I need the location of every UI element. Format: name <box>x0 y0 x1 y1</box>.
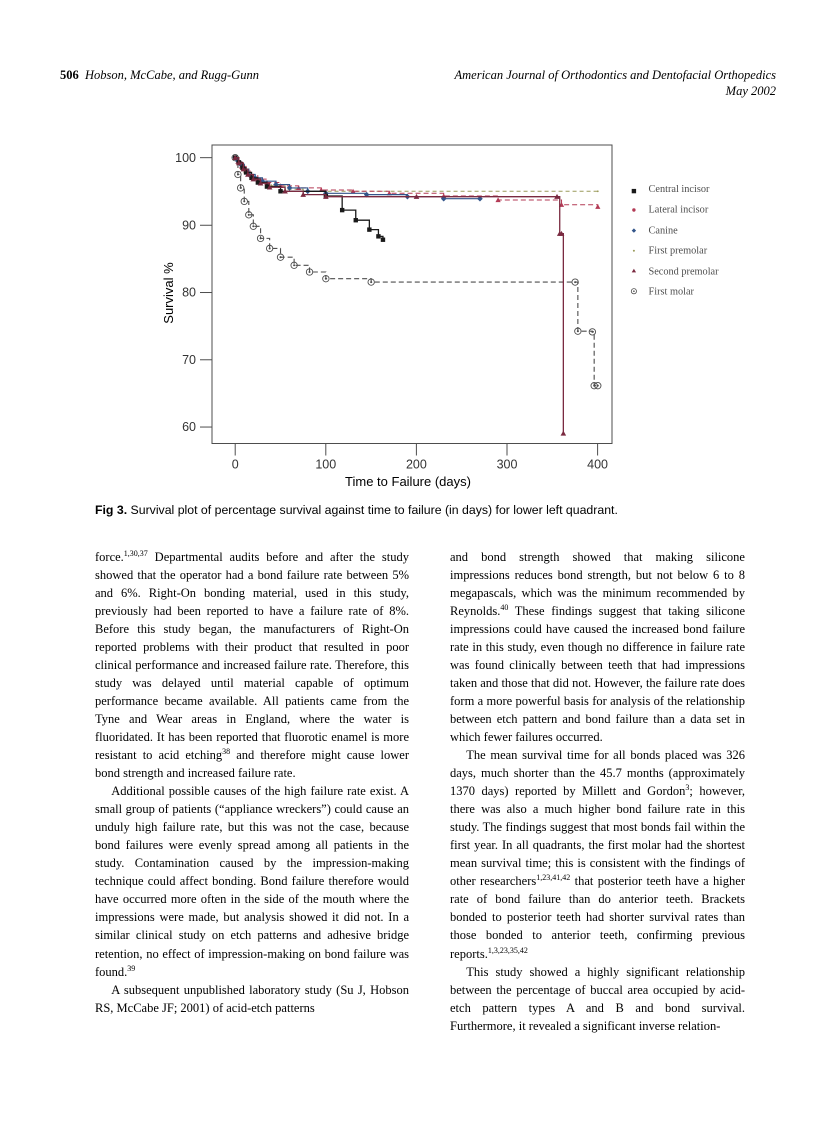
svg-text:70: 70 <box>182 353 196 367</box>
svg-text:First molar: First molar <box>649 287 695 298</box>
svg-text:80: 80 <box>182 286 196 300</box>
svg-text:Central incisor: Central incisor <box>649 184 710 195</box>
svg-text:100: 100 <box>175 151 196 165</box>
svg-text:400: 400 <box>587 458 608 472</box>
svg-text:Second premolar: Second premolar <box>649 266 720 277</box>
svg-text:60: 60 <box>182 420 196 434</box>
svg-text:Lateral incisor: Lateral incisor <box>649 205 709 216</box>
svg-text:First premolar: First premolar <box>649 246 708 257</box>
svg-text:300: 300 <box>497 458 518 472</box>
svg-text:Time to Failure (days): Time to Failure (days) <box>345 474 471 489</box>
svg-text:0: 0 <box>232 458 239 472</box>
svg-text:90: 90 <box>182 218 196 232</box>
svg-text:Survival %: Survival % <box>161 262 176 324</box>
svg-text:100: 100 <box>315 458 336 472</box>
svg-text:Canine: Canine <box>649 225 679 236</box>
svg-text:200: 200 <box>406 458 427 472</box>
